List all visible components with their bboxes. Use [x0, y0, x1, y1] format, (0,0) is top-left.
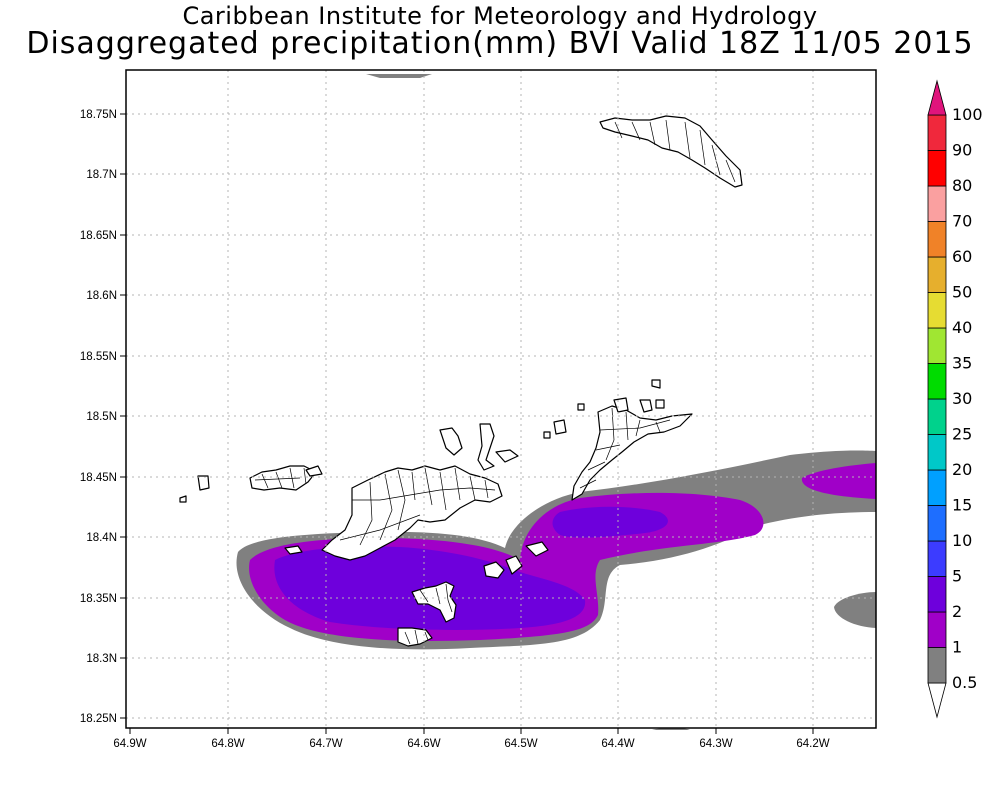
colorbar-swatch: [927, 292, 947, 329]
colorbar-label: 60: [952, 247, 972, 266]
colorbar-label: 5: [952, 567, 962, 586]
colorbar-swatch: [927, 79, 947, 116]
colorbar-label: 25: [952, 425, 972, 444]
island-ginger: [505, 555, 523, 575]
lat-tick-label: 18.45N: [80, 472, 117, 484]
island-prickly-pear: [655, 399, 665, 409]
island-scrub: [553, 419, 567, 435]
lat-tick-label: 18.5N: [86, 411, 117, 423]
island-beef-marina: [495, 449, 519, 463]
precip-contour-violet: [552, 506, 668, 538]
lon-tick-label: 64.7W: [309, 738, 342, 750]
colorbar-swatch: [927, 363, 947, 400]
precip-contour-purple: [801, 463, 876, 499]
island-guana: [439, 427, 463, 456]
colorbar-label: 20: [952, 460, 972, 479]
precip-contour-grey: [366, 74, 432, 78]
island-cockroach: [577, 403, 585, 411]
colorbar-label: 35: [952, 354, 972, 373]
island-salt-cooper: [483, 561, 505, 579]
precip-field: [236, 74, 876, 730]
colorbar-label: 10: [952, 531, 972, 550]
colorbar-swatch: [927, 185, 947, 222]
island-west-cay: [179, 495, 187, 503]
island-fallen-jerusalem: [525, 541, 549, 557]
colorbar-swatch: [927, 647, 947, 684]
lon-tick-label: 64.3W: [699, 738, 732, 750]
lat-tick-label: 18.7N: [86, 169, 117, 181]
colorbar-label: 90: [952, 141, 972, 160]
colorbar-swatch: [927, 469, 947, 506]
lon-tick-label: 64.4W: [601, 738, 634, 750]
map-frame: [125, 69, 877, 729]
island-great-thatch: [284, 545, 303, 555]
lat-tick-label: 18.65N: [80, 230, 117, 242]
lon-tick-label: 64.6W: [407, 738, 440, 750]
colorbar-swatch: [927, 611, 947, 648]
colorbar-swatch: [927, 540, 947, 577]
colorbar-label: 80: [952, 176, 972, 195]
lat-tick-label: 18.55N: [80, 351, 117, 363]
lat-tick-label: 18.35N: [80, 593, 117, 605]
precip-contour-grey: [834, 592, 876, 628]
colorbar-label: 70: [952, 212, 972, 231]
island-necker: [651, 379, 661, 389]
island-marina-cay: [543, 431, 551, 439]
colorbar-swatch: [927, 327, 947, 364]
colorbar-label: 1: [952, 638, 962, 657]
colorbar-label: 2: [952, 602, 962, 621]
island-virgin-gorda: [571, 405, 693, 501]
island-sandy-cay: [197, 475, 210, 491]
colorbar-swatch: [927, 434, 947, 471]
lon-tick-label: 64.9W: [113, 738, 146, 750]
colorbar-swatch: [927, 114, 947, 151]
colorbar-label: 30: [952, 389, 972, 408]
colorbar-swatch: [927, 576, 947, 613]
colorbar-label: 0.5: [952, 673, 977, 692]
lat-tick-label: 18.6N: [86, 290, 117, 302]
colorbar-swatch: [927, 256, 947, 293]
island-mosquito: [639, 399, 653, 413]
colorbar-swatch: [927, 505, 947, 542]
lon-tick-labels: 64.9W 64.8W 64.7W 64.6W 64.5W 64.4W 64.3…: [113, 738, 829, 750]
colorbar-swatch: [927, 221, 947, 258]
colorbar-label: 100: [952, 105, 983, 124]
island-great-camanoe: [477, 423, 495, 471]
colorbar-swatch: [927, 682, 947, 719]
chart-title: Caribbean Institute for Meteorology and …: [182, 2, 818, 30]
lat-tick-labels: 18.25N 18.3N 18.35N 18.4N 18.45N 18.5N 1…: [80, 109, 117, 725]
colorbar-swatch: [927, 398, 947, 435]
tick-marks: [120, 113, 814, 734]
colorbar-label: 40: [952, 318, 972, 337]
lat-tick-label: 18.25N: [80, 713, 117, 725]
lat-tick-label: 18.75N: [80, 109, 117, 121]
colorbar-label: 50: [952, 283, 972, 302]
lon-tick-label: 64.2W: [796, 738, 829, 750]
island-anegada: [599, 115, 743, 188]
island-little-jost: [305, 465, 323, 477]
lon-tick-label: 64.8W: [211, 738, 244, 750]
lon-tick-label: 64.5W: [504, 738, 537, 750]
island-peter: [411, 581, 457, 623]
graticule: [126, 70, 876, 728]
chart-subtitle: Disaggregated precipitation(mm) BVI Vali…: [26, 26, 974, 61]
colorbar-swatch: [927, 150, 947, 187]
colorbar-label: 15: [952, 496, 972, 515]
lat-tick-label: 18.4N: [86, 532, 117, 544]
lat-tick-label: 18.3N: [86, 653, 117, 665]
